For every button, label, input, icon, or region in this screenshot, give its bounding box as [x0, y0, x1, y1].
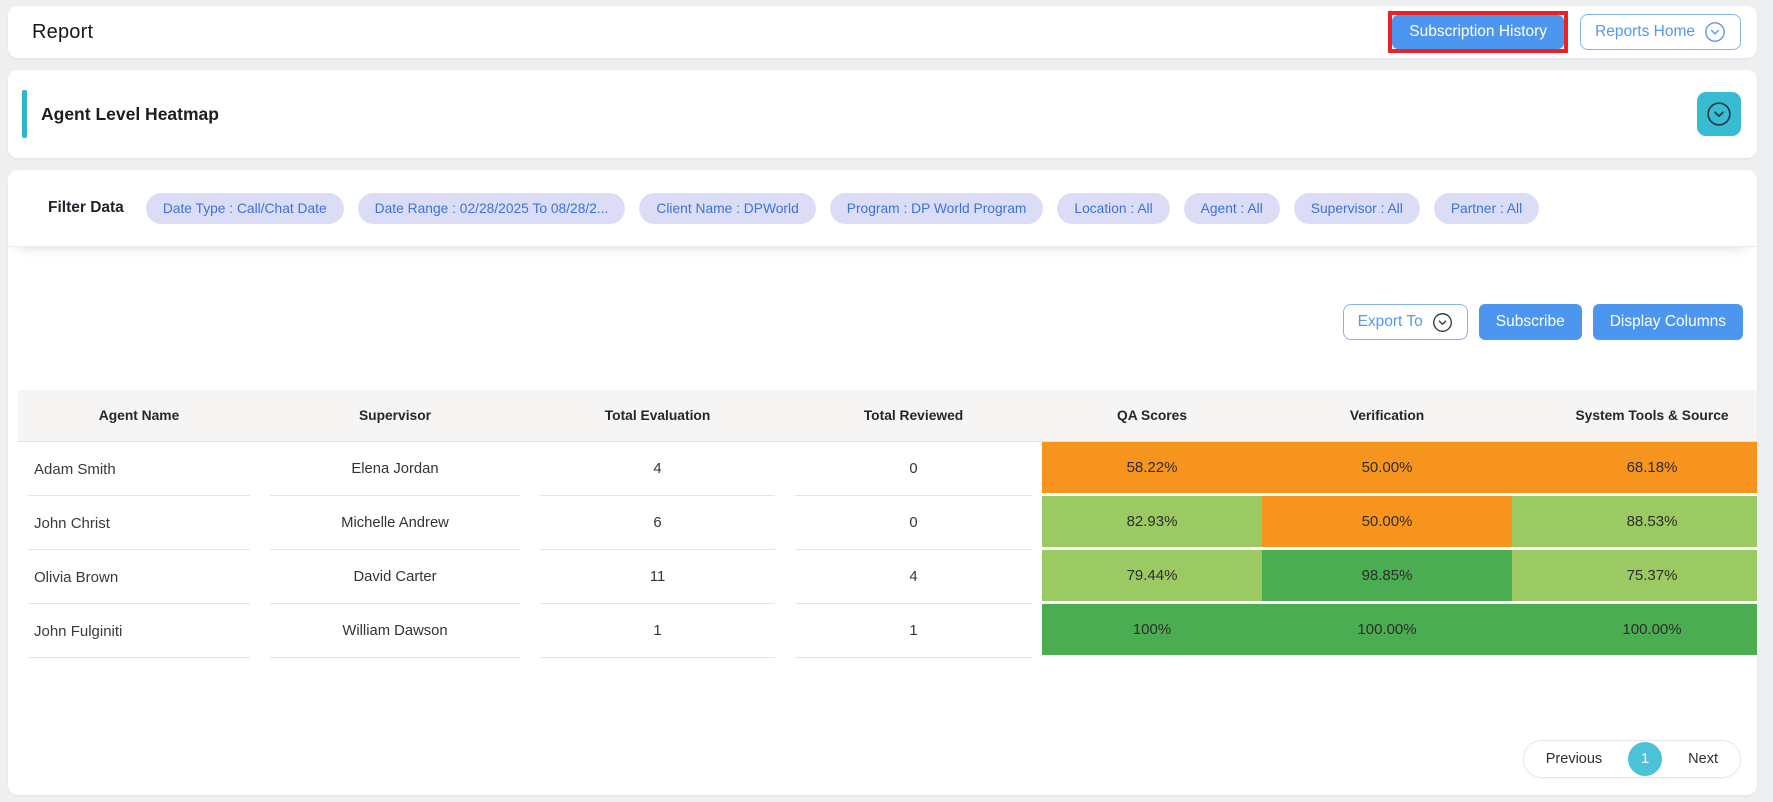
cell-supervisor: Michelle Andrew	[260, 496, 530, 550]
column-header-supervisor: Supervisor	[260, 390, 530, 442]
cell-verification: 98.85%	[1262, 550, 1512, 604]
filter-chip[interactable]: Client Name : DPWorld	[639, 192, 816, 224]
cell-agent-name: John Christ	[18, 496, 260, 550]
table-row: Adam Smith Elena Jordan 4 0 58.22% 50.00% 68.1…	[18, 442, 1757, 496]
cell-system-tools-source: 100.00%	[1512, 604, 1757, 658]
next-page-button[interactable]: Next	[1688, 751, 1718, 767]
cell-supervisor: David Carter	[260, 550, 530, 604]
current-page-button[interactable]: 1	[1628, 742, 1663, 776]
page-title: Report	[32, 20, 94, 43]
export-to-button[interactable]: Export To	[1342, 304, 1468, 340]
export-to-label: Export To	[1357, 313, 1423, 330]
column-header-qa-scores: QA Scores	[1042, 390, 1262, 442]
cell-total-reviewed: 0	[785, 442, 1042, 496]
heatmap-table-container: Agent Name Supervisor Total Evaluation Tota…	[18, 390, 1757, 658]
chevron-down-icon	[1432, 312, 1452, 332]
table-header-row: Agent Name Supervisor Total Evaluation Tota…	[18, 390, 1757, 442]
filter-chips: Date Type : Call/Chat Date Date Range : 0…	[145, 192, 1540, 224]
filter-chip[interactable]: Agent : All	[1183, 192, 1280, 224]
cell-agent-name: Olivia Brown	[18, 550, 260, 604]
table-row: John Christ Michelle Andrew 6 0 82.93% 50.00%…	[18, 496, 1757, 550]
filter-bar: Filter Data Date Type : Call/Chat Date Da…	[8, 170, 1757, 247]
filter-chip[interactable]: Date Type : Call/Chat Date	[145, 192, 344, 224]
reports-home-button[interactable]: Reports Home	[1580, 14, 1741, 50]
chevron-down-icon	[1707, 102, 1731, 126]
cell-total-reviewed: 4	[785, 550, 1042, 604]
column-header-system-tools-source: System Tools & Source	[1512, 390, 1757, 442]
table-toolbar: Export To Subscribe Display Columns	[8, 304, 1757, 340]
cell-qa-scores: 58.22%	[1042, 442, 1262, 496]
cell-qa-scores: 79.44%	[1042, 550, 1262, 604]
cell-total-evaluation: 11	[530, 550, 785, 604]
section-header-card: Agent Level Heatmap	[8, 70, 1757, 158]
table-body: Adam Smith Elena Jordan 4 0 58.22% 50.00% 68.1…	[18, 442, 1757, 658]
heatmap-table: Agent Name Supervisor Total Evaluation Tota…	[18, 390, 1757, 658]
cell-total-reviewed: 1	[785, 604, 1042, 658]
section-accent-bar	[22, 90, 27, 138]
column-header-agent-name: Agent Name	[18, 390, 260, 442]
cell-verification: 100.00%	[1262, 604, 1512, 658]
pagination: Previous 1 Next	[1522, 740, 1741, 778]
report-body-card: Filter Data Date Type : Call/Chat Date Da…	[8, 170, 1757, 795]
cell-supervisor: Elena Jordan	[260, 442, 530, 496]
cell-qa-scores: 82.93%	[1042, 496, 1262, 550]
cell-total-evaluation: 1	[530, 604, 785, 658]
previous-page-button[interactable]: Previous	[1545, 751, 1603, 767]
cell-system-tools-source: 68.18%	[1512, 442, 1757, 496]
cell-total-evaluation: 6	[530, 496, 785, 550]
reports-home-label: Reports Home	[1595, 23, 1695, 40]
column-header-total-evaluation: Total Evaluation	[530, 390, 785, 442]
cell-system-tools-source: 88.53%	[1512, 496, 1757, 550]
cell-total-reviewed: 0	[785, 496, 1042, 550]
filter-chip[interactable]: Supervisor : All	[1293, 192, 1420, 224]
cell-agent-name: Adam Smith	[18, 442, 260, 496]
header-actions: Subscription History Reports Home	[1388, 11, 1741, 53]
table-row: Olivia Brown David Carter 11 4 79.44% 98.85% 7…	[18, 550, 1757, 604]
section-title: Agent Level Heatmap	[41, 103, 219, 124]
annotation-highlight: Subscription History	[1388, 11, 1569, 53]
subscription-history-button[interactable]: Subscription History	[1392, 15, 1565, 49]
table-row: John Fulginiti William Dawson 1 1 100% 100.00…	[18, 604, 1757, 658]
subscribe-button[interactable]: Subscribe	[1478, 304, 1582, 340]
filter-data-label: Filter Data	[48, 199, 124, 216]
cell-system-tools-source: 75.37%	[1512, 550, 1757, 604]
cell-qa-scores: 100%	[1042, 604, 1262, 658]
filter-chip[interactable]: Date Range : 02/28/2025 To 08/28/2...	[357, 192, 626, 224]
cell-verification: 50.00%	[1262, 496, 1512, 550]
report-header-card: Report Subscription History Reports Home	[8, 6, 1757, 58]
filter-chip[interactable]: Program : DP World Program	[829, 192, 1044, 224]
cell-total-evaluation: 4	[530, 442, 785, 496]
cell-supervisor: William Dawson	[260, 604, 530, 658]
filter-chip[interactable]: Partner : All	[1433, 192, 1540, 224]
column-header-verification: Verification	[1262, 390, 1512, 442]
display-columns-button[interactable]: Display Columns	[1592, 304, 1743, 340]
chevron-down-icon	[1705, 22, 1725, 42]
cell-agent-name: John Fulginiti	[18, 604, 260, 658]
filter-chip[interactable]: Location : All	[1057, 192, 1170, 224]
cell-verification: 50.00%	[1262, 442, 1512, 496]
column-header-total-reviewed: Total Reviewed	[785, 390, 1042, 442]
section-collapse-button[interactable]	[1697, 92, 1741, 136]
